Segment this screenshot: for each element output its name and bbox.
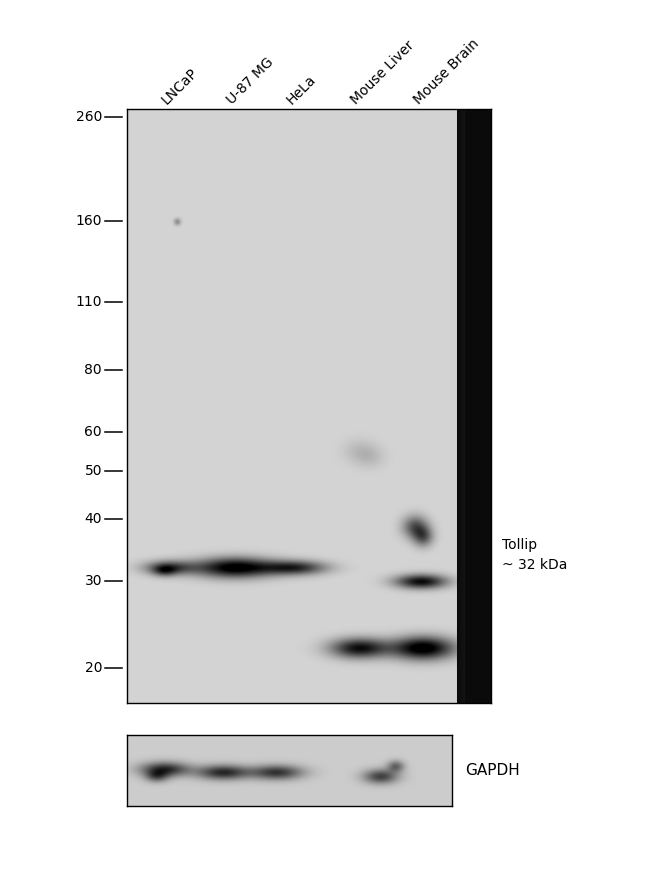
Text: Tollip
~ 32 kDa: Tollip ~ 32 kDa bbox=[502, 539, 567, 572]
Text: 40: 40 bbox=[84, 512, 102, 526]
Text: 110: 110 bbox=[75, 295, 102, 309]
Text: 30: 30 bbox=[84, 574, 102, 588]
Text: 80: 80 bbox=[84, 363, 102, 377]
Text: 160: 160 bbox=[75, 215, 102, 229]
Text: 60: 60 bbox=[84, 425, 102, 439]
Text: U-87 MG: U-87 MG bbox=[224, 55, 276, 107]
Text: 20: 20 bbox=[84, 661, 102, 675]
Text: Mouse Brain: Mouse Brain bbox=[411, 37, 482, 107]
Text: GAPDH: GAPDH bbox=[465, 763, 519, 778]
Text: 260: 260 bbox=[75, 110, 102, 124]
Text: 50: 50 bbox=[84, 464, 102, 478]
Text: Mouse Liver: Mouse Liver bbox=[348, 38, 417, 107]
Text: LNCaP: LNCaP bbox=[159, 65, 200, 107]
Text: HeLa: HeLa bbox=[284, 72, 319, 107]
